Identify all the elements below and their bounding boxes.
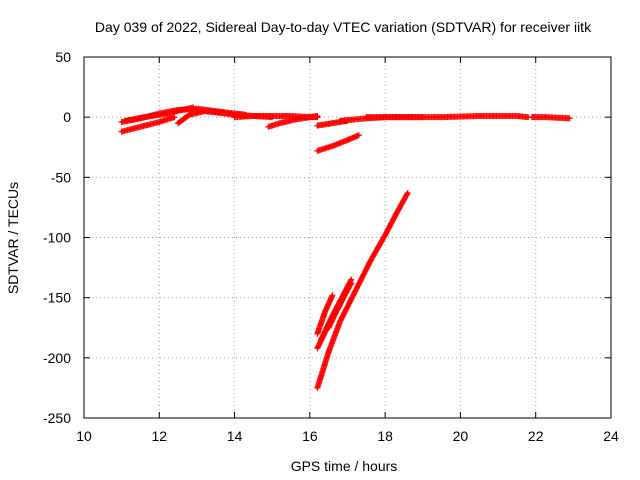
x-tick-label: 16	[302, 428, 318, 444]
data-point	[190, 104, 197, 111]
data-point	[347, 281, 354, 288]
data-point	[404, 191, 411, 198]
data-point	[314, 112, 321, 119]
data-series	[314, 189, 411, 391]
data-series	[314, 132, 362, 154]
x-tick-label: 12	[151, 428, 167, 444]
data-point	[171, 114, 178, 121]
tick-labels: 10 12 14 16 18 20 22 24 -250 -200 -150 -100 -50 0 50	[43, 49, 619, 444]
data-point	[348, 280, 355, 287]
data-series	[314, 117, 351, 129]
data-series	[528, 114, 573, 122]
data-series	[265, 112, 321, 130]
data-series	[363, 112, 532, 121]
data-point	[329, 292, 336, 299]
y-axis-label: SDTVAR / TECUs	[5, 182, 21, 294]
data-series	[122, 104, 197, 124]
data-point	[404, 189, 411, 196]
y-tick-label: -50	[51, 169, 71, 185]
data-series	[118, 114, 178, 135]
data-point	[566, 115, 573, 122]
y-tick-label: 50	[55, 49, 71, 65]
y-tick-label: -250	[43, 410, 71, 426]
data-points	[118, 104, 573, 391]
y-tick-label: -100	[43, 230, 71, 246]
x-tick-label: 14	[227, 428, 243, 444]
y-tick-label: 0	[63, 109, 71, 125]
x-tick-label: 18	[377, 428, 393, 444]
data-series	[325, 280, 355, 331]
y-tick-label: -150	[43, 290, 71, 306]
y-tick-label: -200	[43, 350, 71, 366]
x-tick-label: 22	[528, 428, 544, 444]
data-point	[355, 132, 362, 139]
x-axis-label: GPS time / hours	[291, 458, 398, 474]
x-tick-label: 20	[453, 428, 469, 444]
chart-title: Day 039 of 2022, Sidereal Day-to-day VTE…	[95, 19, 592, 35]
x-tick-label: 24	[603, 428, 619, 444]
plot-frame	[83, 56, 612, 419]
x-tick-label: 10	[76, 428, 92, 444]
data-series	[314, 292, 336, 337]
